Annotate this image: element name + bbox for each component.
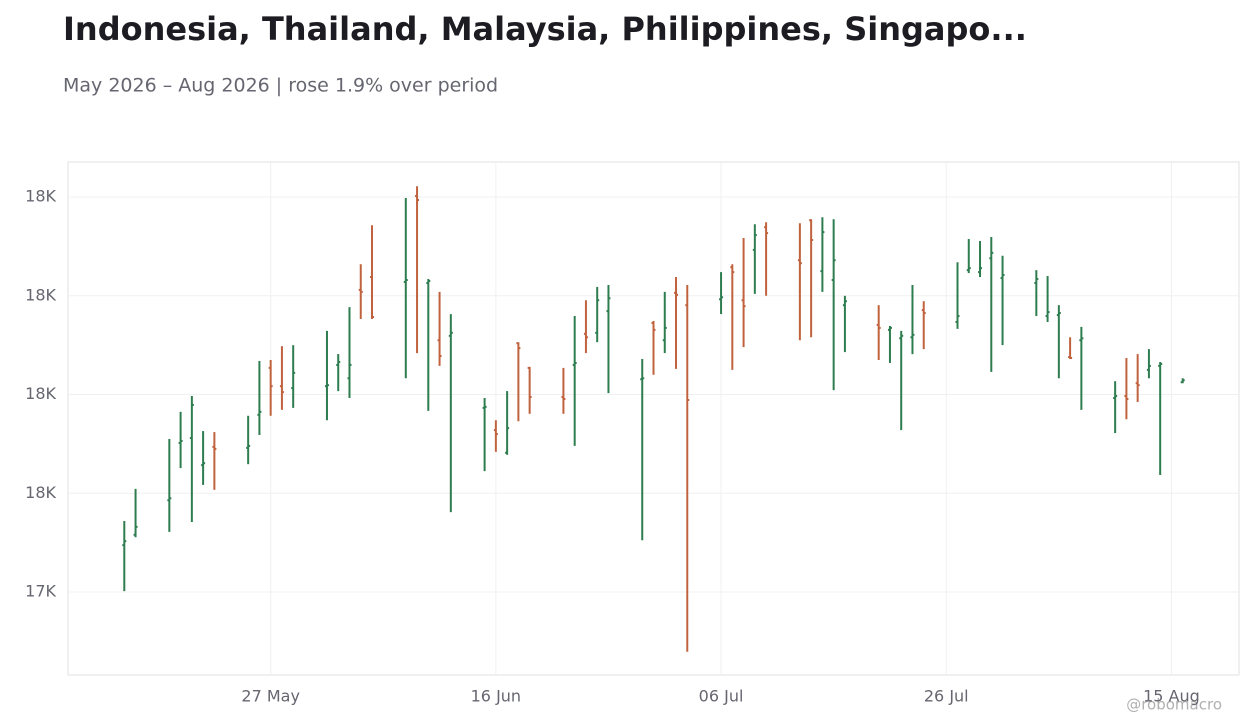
y-tick-label: 18K	[25, 384, 56, 403]
x-tick-label: 06 Jul	[699, 687, 744, 706]
x-tick-label: 26 Jul	[924, 687, 969, 706]
x-tick-label: 15 Aug	[1143, 687, 1200, 706]
chart-subtitle: May 2026 – Aug 2026 | rose 1.9% over per…	[63, 75, 498, 97]
y-tick-label: 18K	[25, 187, 56, 206]
y-tick-label: 17K	[25, 582, 56, 601]
watermark: @robomacro	[1126, 696, 1222, 714]
x-tick-label: 16 Jun	[471, 687, 521, 706]
plot-frame	[67, 161, 1240, 676]
x-tick-label: 27 May	[241, 687, 300, 706]
y-tick-label: 18K	[25, 483, 56, 502]
y-tick-label: 18K	[25, 285, 56, 304]
chart-title: Indonesia, Thailand, Malaysia, Philippin…	[63, 10, 1027, 48]
